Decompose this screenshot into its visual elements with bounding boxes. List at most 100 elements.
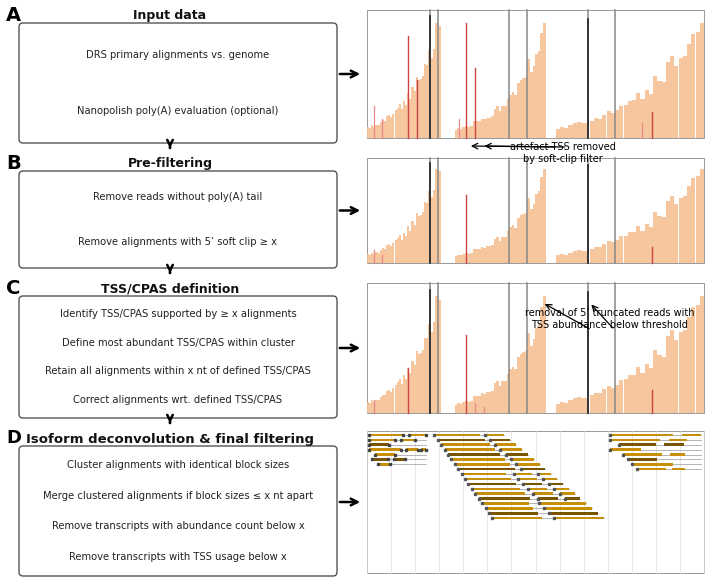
Bar (525, 351, 527, 413)
Bar (615, 385, 619, 413)
Bar (674, 204, 678, 263)
Bar (394, 385, 396, 413)
Bar (406, 449, 418, 451)
Text: Define most abundant TSS/CPAS within cluster: Define most abundant TSS/CPAS within clu… (62, 338, 295, 348)
Bar (375, 125, 377, 138)
Bar (564, 254, 569, 263)
Bar (493, 383, 496, 413)
Bar (564, 128, 569, 138)
Bar (379, 122, 382, 138)
Bar (549, 483, 563, 485)
Bar (482, 502, 529, 505)
Bar (538, 473, 552, 475)
Bar (435, 168, 437, 263)
Bar (382, 394, 384, 413)
Bar (469, 483, 515, 485)
Bar (628, 458, 657, 461)
Bar (367, 10, 704, 138)
Bar (478, 249, 481, 263)
Bar (603, 114, 607, 138)
Bar (623, 453, 662, 456)
Bar (700, 296, 704, 413)
Bar (426, 203, 428, 263)
FancyBboxPatch shape (19, 296, 337, 418)
Bar (628, 375, 632, 413)
Bar (457, 255, 459, 263)
Bar (467, 254, 470, 263)
Bar (392, 114, 394, 138)
Bar (610, 433, 673, 436)
Bar (520, 216, 522, 263)
Bar (658, 216, 661, 263)
Bar (392, 243, 394, 263)
Bar (486, 507, 534, 510)
Bar (499, 112, 501, 138)
Bar (424, 64, 426, 138)
Bar (396, 107, 399, 138)
Bar (683, 56, 687, 138)
Bar (369, 443, 389, 446)
Bar (479, 497, 530, 500)
Bar (424, 338, 426, 413)
Bar (470, 253, 473, 263)
Bar (379, 250, 382, 263)
Text: Nanopolish poly(A) evaluation (optional): Nanopolish poly(A) evaluation (optional) (77, 106, 279, 116)
Bar (603, 389, 607, 413)
Text: D: D (6, 429, 21, 447)
Bar (384, 249, 386, 263)
Bar (486, 118, 489, 138)
Bar (540, 177, 543, 263)
Bar (573, 124, 577, 138)
Bar (416, 351, 418, 413)
Bar (401, 109, 403, 138)
Bar (411, 221, 413, 263)
Bar (407, 94, 409, 138)
Bar (386, 245, 388, 263)
Bar (527, 198, 530, 263)
Bar (375, 453, 395, 456)
Bar (457, 128, 459, 138)
Text: Remove alignments with 5’ soft clip ≥ x: Remove alignments with 5’ soft clip ≥ x (79, 236, 278, 247)
Bar (590, 249, 594, 263)
Bar (390, 392, 392, 413)
Bar (433, 322, 435, 413)
Bar (624, 105, 627, 138)
Bar (486, 246, 489, 263)
Bar (624, 235, 627, 263)
Bar (465, 126, 467, 138)
Bar (445, 449, 495, 451)
Bar (367, 127, 369, 138)
Bar (455, 130, 457, 138)
Bar (426, 339, 428, 413)
Bar (509, 95, 512, 138)
Text: Pre-filtering: Pre-filtering (127, 157, 212, 170)
Bar (632, 463, 673, 465)
Bar (473, 249, 475, 263)
Bar (439, 171, 441, 263)
FancyBboxPatch shape (19, 171, 337, 268)
Bar (645, 90, 649, 138)
Bar (554, 487, 569, 490)
Bar (577, 122, 581, 138)
Bar (418, 80, 420, 138)
Bar (405, 105, 407, 138)
Bar (658, 81, 661, 138)
Bar (658, 355, 661, 413)
Bar (632, 232, 636, 263)
Text: removal of 5’ truncated reads with
TSS abundance below threshold: removal of 5’ truncated reads with TSS a… (525, 308, 695, 329)
Bar (538, 192, 540, 263)
Bar (448, 453, 500, 456)
Bar (560, 254, 564, 263)
Bar (653, 350, 657, 413)
Bar (481, 393, 483, 413)
Bar (637, 468, 666, 471)
Bar (413, 91, 416, 138)
Bar (615, 110, 619, 138)
Bar (465, 478, 511, 480)
Bar (641, 99, 644, 138)
Bar (462, 473, 506, 475)
Bar (581, 251, 586, 263)
Bar (535, 328, 538, 413)
Bar (478, 396, 481, 413)
Bar (473, 121, 475, 138)
